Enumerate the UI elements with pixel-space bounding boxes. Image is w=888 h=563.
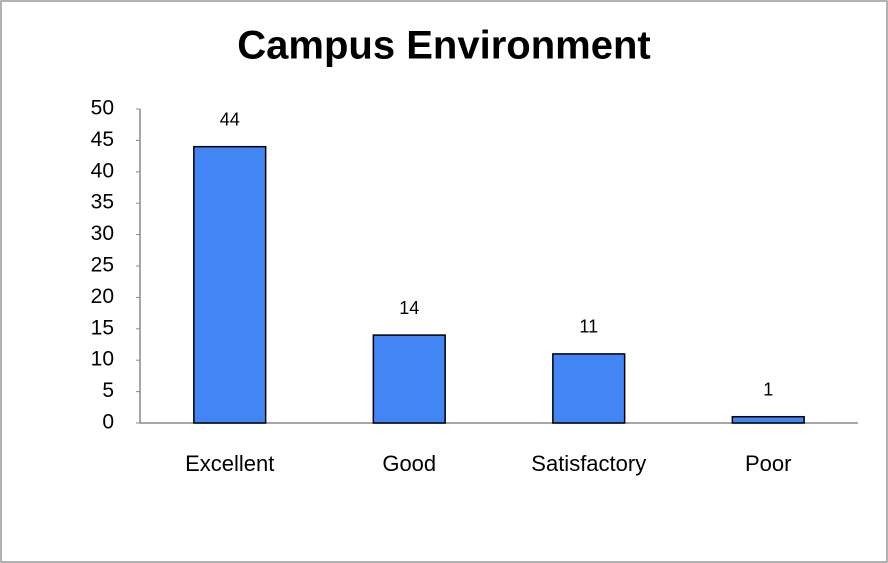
y-tick-label: 5 xyxy=(102,379,114,402)
y-tick-label: 40 xyxy=(91,159,114,182)
y-tick-label: 25 xyxy=(91,254,114,277)
bar xyxy=(193,145,267,424)
y-tick-label: 30 xyxy=(91,222,114,245)
y-tick-label: 35 xyxy=(91,191,114,214)
data-label: 44 xyxy=(220,109,240,129)
data-label: 14 xyxy=(399,298,419,318)
y-tick-label: 20 xyxy=(91,285,114,308)
y-tick-label: 45 xyxy=(91,128,114,151)
x-tick-label: Excellent xyxy=(185,451,274,476)
bar xyxy=(372,334,446,424)
y-tick-label: 15 xyxy=(91,316,114,339)
y-tick-label: 50 xyxy=(91,97,114,120)
bar xyxy=(552,353,626,424)
y-tick-label: 10 xyxy=(91,348,114,371)
y-tick-label: 0 xyxy=(102,411,114,434)
chart-title: Campus Environment xyxy=(237,24,650,68)
data-label: 1 xyxy=(763,379,773,399)
data-label: 11 xyxy=(579,317,598,337)
x-tick-label: Good xyxy=(382,451,436,476)
x-tick-label: Poor xyxy=(745,451,791,476)
bar xyxy=(731,415,805,424)
x-tick-label: Satisfactory xyxy=(531,451,646,476)
